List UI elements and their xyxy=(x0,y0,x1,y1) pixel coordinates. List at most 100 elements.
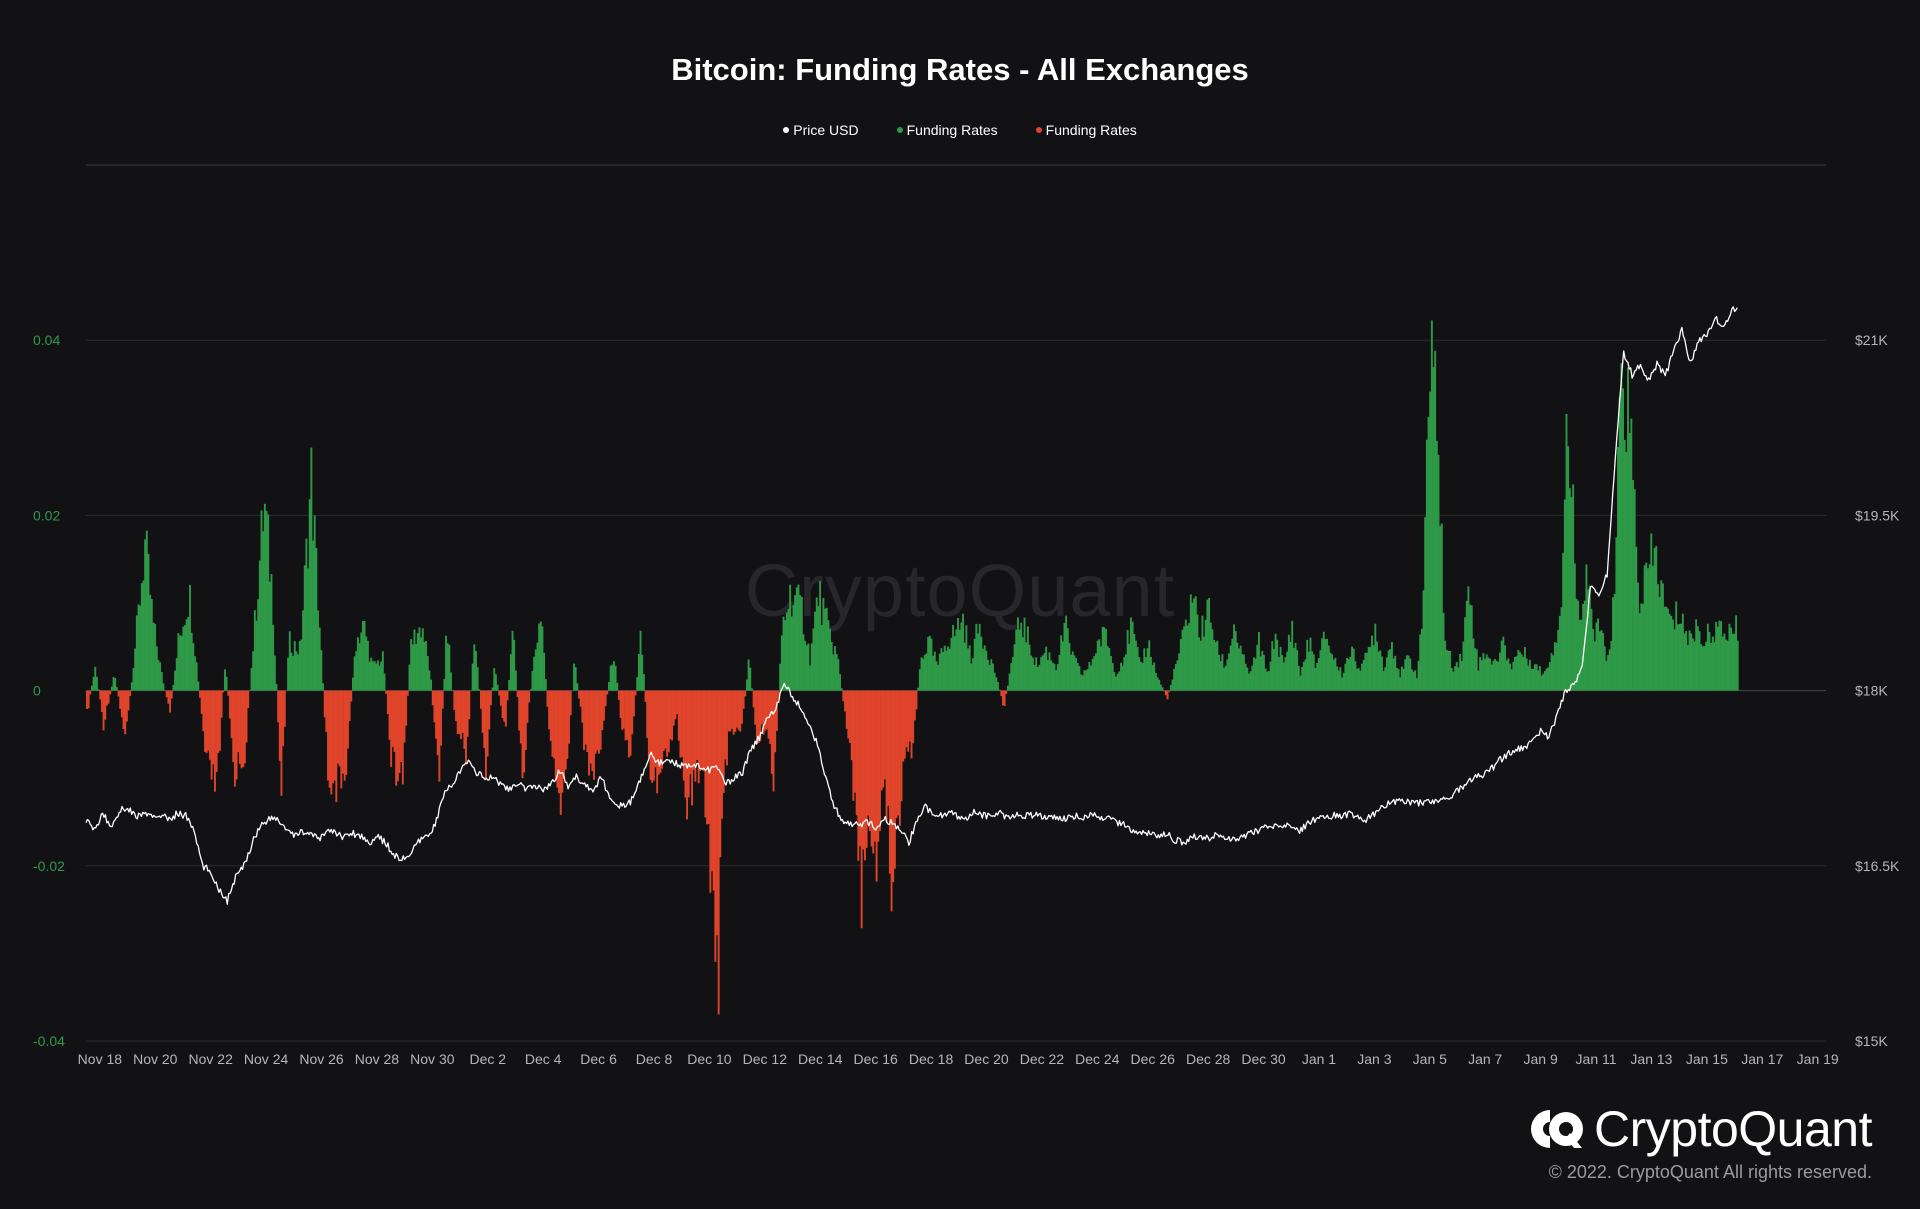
x-tick-label: Nov 26 xyxy=(299,1051,344,1067)
funding-bar xyxy=(1191,602,1194,691)
funding-bar xyxy=(997,681,999,691)
x-tick-label: Dec 20 xyxy=(964,1051,1009,1067)
funding-bar xyxy=(1530,668,1533,691)
funding-bar xyxy=(1399,677,1402,691)
funding-bar xyxy=(1449,650,1452,691)
funding-bar xyxy=(184,625,186,691)
funding-bar xyxy=(1153,662,1156,691)
x-tick-label: Dec 6 xyxy=(580,1051,617,1067)
funding-bar xyxy=(1440,523,1443,691)
funding-bar xyxy=(629,690,632,756)
funding-bar xyxy=(596,690,599,751)
funding-bar xyxy=(1472,638,1475,691)
right-axis: $21K $19.5K $18K $16.5K $15K xyxy=(1855,332,1900,1049)
funding-bar xyxy=(757,690,760,744)
funding-bar xyxy=(1610,640,1613,691)
funding-bar xyxy=(368,661,371,691)
funding-bar xyxy=(1661,583,1664,691)
funding-bar xyxy=(1532,669,1535,691)
funding-bar xyxy=(1580,619,1583,691)
funding-bar xyxy=(1188,623,1191,691)
funding-bar xyxy=(288,631,291,691)
funding-bar xyxy=(699,690,702,771)
funding-bar xyxy=(348,690,351,721)
funding-bar xyxy=(1130,617,1132,691)
funding-bar xyxy=(235,690,238,780)
funding-bar xyxy=(1088,661,1091,691)
funding-bar xyxy=(586,690,589,753)
funding-bar xyxy=(338,690,341,767)
funding-bar xyxy=(1608,649,1611,691)
funding-bar xyxy=(1331,654,1334,691)
funding-bar xyxy=(1063,623,1066,691)
funding-bar xyxy=(1407,655,1410,691)
funding-bar xyxy=(965,625,968,691)
legend-item-funding-negative[interactable]: Funding Rates xyxy=(1035,122,1137,138)
funding-bar xyxy=(190,632,193,691)
x-axis: Nov 18 Nov 20 Nov 22 Nov 24 Nov 26 Nov 28 Nov … xyxy=(78,1051,1839,1067)
funding-bar xyxy=(1710,642,1713,691)
funding-bar xyxy=(1613,593,1616,691)
funding-bar xyxy=(568,690,570,744)
funding-bar xyxy=(137,604,140,691)
funding-bar xyxy=(1543,671,1546,691)
funding-bar xyxy=(573,663,575,691)
funding-bar xyxy=(864,690,866,861)
funding-bar xyxy=(445,635,447,691)
funding-bar xyxy=(1412,671,1415,691)
funding-bar xyxy=(594,690,597,754)
funding-bar xyxy=(872,690,875,854)
funding-bar xyxy=(1000,690,1003,697)
funding-bar xyxy=(1349,656,1352,691)
funding-bar xyxy=(1701,646,1704,691)
funding-bar xyxy=(1053,663,1056,691)
funding-bar xyxy=(466,690,469,737)
funding-bar xyxy=(928,635,931,691)
funding-bar xyxy=(1510,669,1513,691)
funding-bar xyxy=(775,690,778,731)
funding-bar xyxy=(1086,669,1089,691)
funding-bar xyxy=(373,660,376,691)
funding-bar xyxy=(1593,641,1596,691)
funding-bar xyxy=(446,643,449,691)
funding-bar xyxy=(1008,673,1011,691)
funding-bar xyxy=(1487,657,1490,691)
funding-bar xyxy=(1460,660,1463,691)
funding-bar xyxy=(1377,651,1380,691)
funding-bar xyxy=(250,668,253,691)
funding-bar xyxy=(544,679,547,691)
funding-bar xyxy=(320,650,323,691)
funding-bar xyxy=(192,643,195,691)
funding-bar xyxy=(1121,665,1124,691)
funding-bar xyxy=(328,690,331,788)
funding-bar xyxy=(1494,659,1496,691)
funding-bar xyxy=(494,674,497,691)
funding-bar xyxy=(987,659,989,691)
funding-bar xyxy=(606,690,609,695)
funding-bar xyxy=(1337,670,1340,691)
funding-bar xyxy=(656,690,659,794)
funding-bar xyxy=(747,659,750,691)
left-tick-label: -0.04 xyxy=(33,1033,65,1049)
funding-bar xyxy=(1695,619,1698,691)
x-tick-label: Jan 9 xyxy=(1523,1051,1557,1067)
funding-bar xyxy=(1647,568,1649,691)
funding-bar xyxy=(1209,622,1212,691)
funding-bar xyxy=(1347,659,1350,691)
funding-bar xyxy=(972,658,974,691)
funding-bar xyxy=(147,553,150,691)
funding-bar xyxy=(541,626,544,691)
funding-bar xyxy=(681,690,684,757)
funding-bar xyxy=(297,654,300,691)
funding-bar xyxy=(978,623,981,691)
funding-bar xyxy=(925,653,928,691)
funding-bar xyxy=(1359,670,1362,691)
funding-bar xyxy=(671,690,674,741)
funding-bar xyxy=(923,654,926,691)
funding-bar xyxy=(174,670,177,691)
funding-bar xyxy=(355,651,358,691)
legend-item-price[interactable]: Price USD xyxy=(783,122,859,138)
funding-bar xyxy=(1041,655,1044,691)
left-tick-label: 0.02 xyxy=(33,507,60,523)
legend-item-funding-positive[interactable]: Funding Rates xyxy=(896,122,998,138)
